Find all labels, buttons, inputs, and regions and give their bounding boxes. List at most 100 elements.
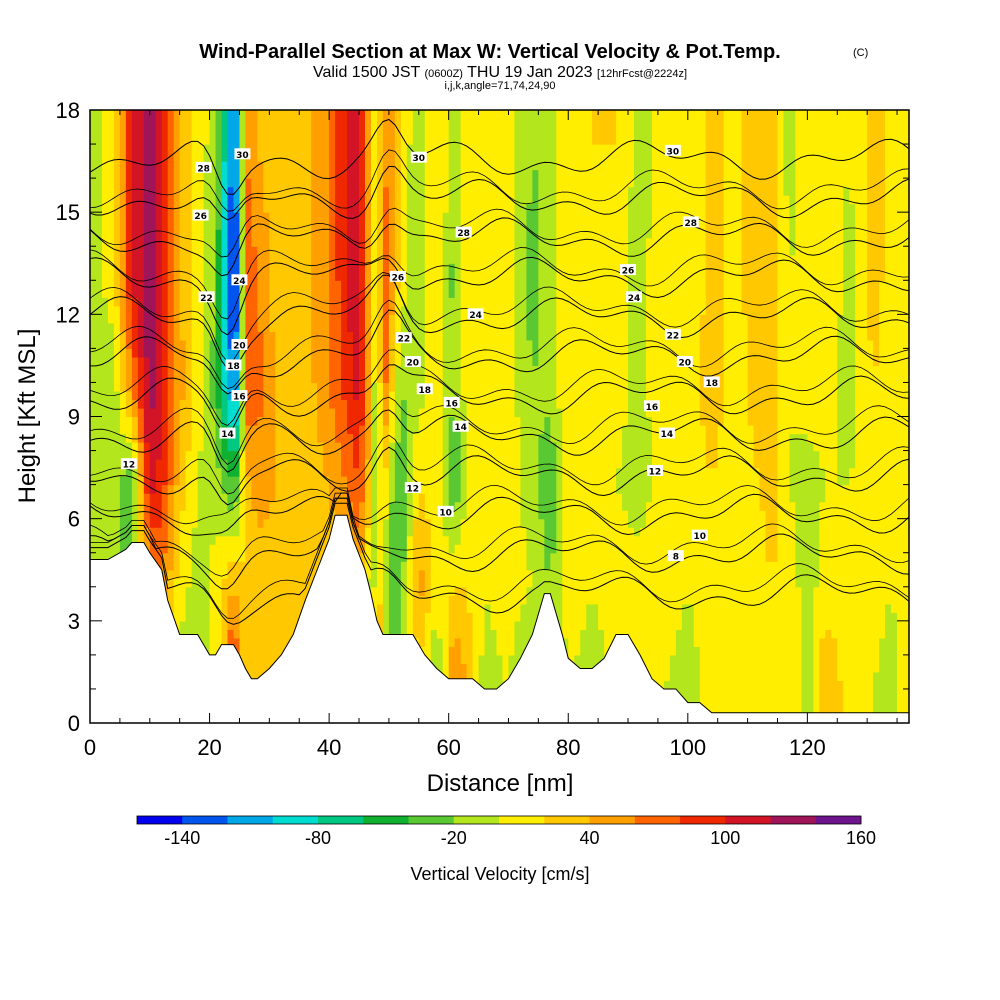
velocity-cell bbox=[335, 110, 348, 120]
velocity-cell bbox=[430, 527, 444, 537]
velocity-cell bbox=[227, 603, 241, 613]
velocity-cell bbox=[424, 288, 444, 298]
velocity-cell bbox=[191, 178, 205, 188]
velocity-cell bbox=[364, 314, 372, 324]
velocity-cell bbox=[628, 399, 647, 409]
velocity-cell bbox=[257, 297, 270, 307]
velocity-cell bbox=[622, 425, 653, 435]
velocity-cell bbox=[442, 288, 450, 298]
velocity-cell bbox=[376, 110, 384, 120]
velocity-cell bbox=[263, 186, 312, 196]
velocity-cell bbox=[777, 186, 785, 196]
velocity-cell bbox=[442, 373, 462, 384]
velocity-cell bbox=[125, 254, 133, 264]
velocity-cell bbox=[203, 144, 217, 154]
velocity-cell bbox=[155, 229, 163, 239]
velocity-cell bbox=[759, 476, 779, 486]
velocity-cell bbox=[125, 161, 133, 171]
velocity-cell bbox=[370, 135, 378, 145]
colorbar-tick-label: -140 bbox=[164, 828, 200, 848]
velocity-cell bbox=[191, 390, 205, 401]
velocity-cell bbox=[191, 561, 211, 571]
velocity-cell bbox=[765, 518, 779, 528]
velocity-cell bbox=[628, 373, 647, 384]
velocity-cell bbox=[675, 629, 695, 639]
velocity-cell bbox=[167, 169, 175, 179]
velocity-cell bbox=[855, 433, 909, 443]
velocity-cell bbox=[215, 390, 223, 401]
velocity-cell bbox=[819, 654, 838, 665]
velocity-cell bbox=[723, 135, 743, 145]
velocity-cell bbox=[155, 459, 169, 469]
velocity-cell bbox=[359, 297, 366, 307]
velocity-cell bbox=[275, 356, 312, 367]
velocity-cell bbox=[424, 152, 450, 162]
velocity-cell bbox=[819, 569, 909, 579]
velocity-cell bbox=[777, 476, 791, 486]
velocity-cell bbox=[179, 322, 193, 332]
velocity-cell bbox=[239, 297, 247, 307]
velocity-cell bbox=[556, 280, 629, 290]
velocity-cell bbox=[376, 518, 384, 528]
velocity-cell bbox=[837, 671, 874, 682]
velocity-cell bbox=[341, 305, 348, 315]
velocity-cell bbox=[149, 390, 157, 401]
colorbar bbox=[136, 815, 862, 825]
velocity-cell bbox=[430, 552, 528, 562]
velocity-cell bbox=[275, 484, 330, 494]
velocity-cell bbox=[394, 450, 408, 460]
velocity-cell bbox=[442, 220, 462, 230]
velocity-cell bbox=[173, 288, 181, 298]
velocity-cell bbox=[221, 399, 229, 409]
velocity-cell bbox=[173, 297, 181, 307]
velocity-cell bbox=[406, 425, 420, 435]
velocity-cell bbox=[849, 476, 909, 486]
velocity-cell bbox=[347, 425, 360, 435]
velocity-cell bbox=[239, 450, 247, 460]
velocity-cell bbox=[376, 127, 384, 137]
velocity-cell bbox=[855, 263, 868, 273]
velocity-cell bbox=[227, 118, 241, 128]
velocity-cell bbox=[514, 271, 528, 281]
velocity-cell bbox=[400, 169, 408, 179]
velocity-cell bbox=[747, 390, 779, 401]
velocity-cell bbox=[801, 603, 814, 613]
velocity-cell bbox=[382, 186, 390, 196]
velocity-cell bbox=[191, 271, 205, 281]
velocity-cell bbox=[143, 510, 151, 520]
velocity-cell bbox=[442, 339, 462, 349]
velocity-cell bbox=[311, 314, 330, 324]
velocity-cell bbox=[90, 399, 121, 409]
velocity-cell bbox=[359, 288, 366, 298]
velocity-cell bbox=[789, 484, 826, 494]
colorbar-swatch bbox=[770, 816, 817, 824]
contour-label: 14 bbox=[661, 430, 674, 440]
velocity-cell bbox=[759, 501, 779, 511]
velocity-cell bbox=[311, 212, 330, 222]
velocity-cell bbox=[777, 433, 791, 443]
velocity-cell bbox=[562, 459, 623, 469]
velocity-cell bbox=[628, 407, 647, 418]
velocity-cell bbox=[634, 135, 653, 145]
velocity-cell bbox=[215, 161, 223, 171]
velocity-cell bbox=[514, 280, 528, 290]
velocity-cell bbox=[173, 127, 181, 137]
velocity-cell bbox=[897, 663, 909, 673]
velocity-cell bbox=[472, 620, 486, 630]
velocity-cell bbox=[203, 195, 217, 205]
velocity-cell bbox=[215, 425, 223, 435]
velocity-cell bbox=[460, 646, 474, 656]
velocity-cell bbox=[137, 331, 145, 341]
velocity-cell bbox=[388, 586, 402, 596]
velocity-cell bbox=[215, 348, 223, 358]
contour-label: 16 bbox=[233, 393, 246, 403]
velocity-cell bbox=[119, 263, 127, 273]
velocity-cell bbox=[364, 297, 372, 307]
velocity-cell bbox=[741, 152, 779, 162]
velocity-cell bbox=[388, 510, 408, 520]
velocity-cell bbox=[107, 314, 121, 324]
velocity-cell bbox=[645, 322, 701, 332]
velocity-cell bbox=[245, 220, 253, 230]
velocity-cell bbox=[370, 178, 378, 188]
velocity-cell bbox=[424, 493, 444, 503]
